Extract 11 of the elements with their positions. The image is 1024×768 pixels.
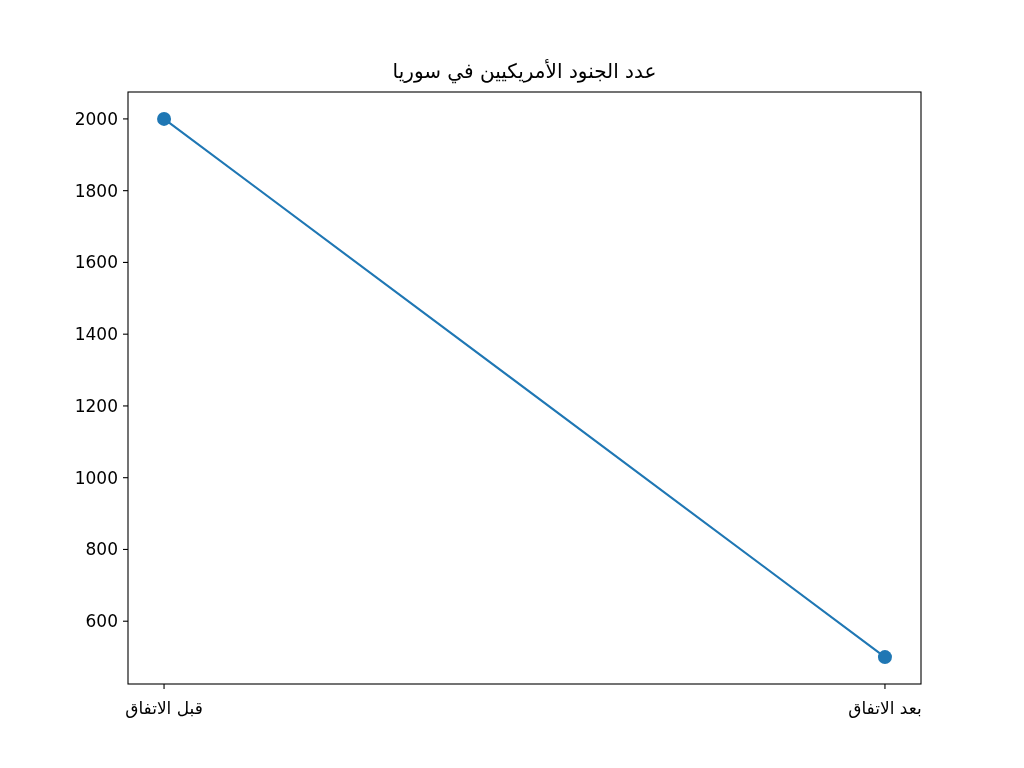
y-tick-label: 600 — [85, 611, 118, 632]
y-tick-label: 2000 — [74, 108, 118, 129]
y-tick-label: 1200 — [74, 395, 118, 416]
y-tick-label: 1600 — [74, 252, 118, 273]
y-tick-label: 1400 — [74, 324, 118, 345]
x-tick-label: بعد الاتفاق — [848, 698, 922, 718]
x-tick-label: قبل الاتفاق — [125, 698, 203, 718]
y-tick-label: 1000 — [74, 467, 118, 488]
y-tick-label: 800 — [85, 539, 118, 560]
y-tick-label: 1800 — [74, 180, 118, 201]
chart-title: عدد الجنود الأمريكيين في سوريا — [392, 59, 657, 84]
